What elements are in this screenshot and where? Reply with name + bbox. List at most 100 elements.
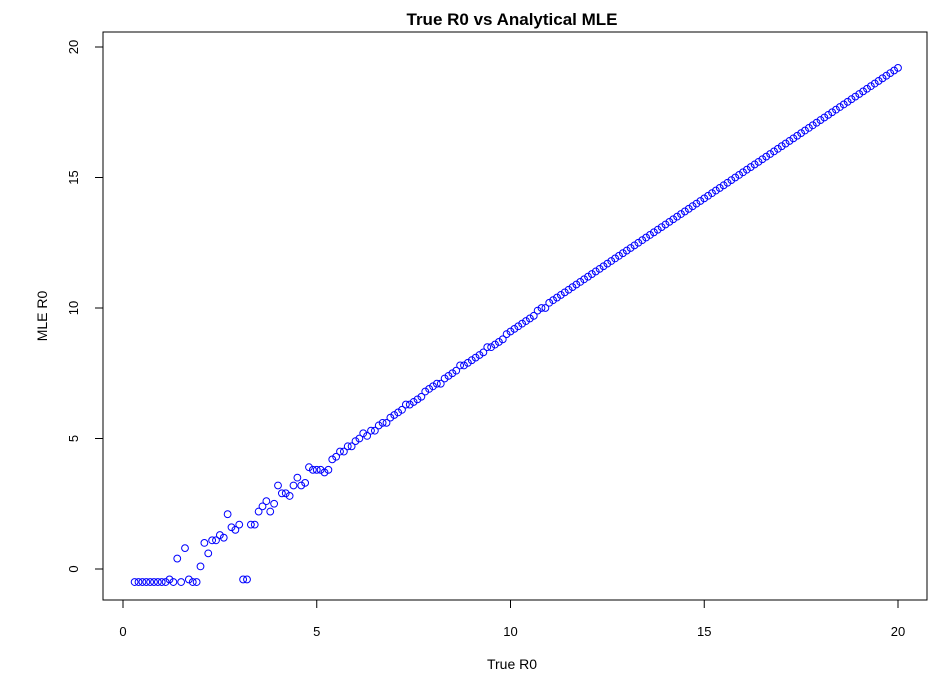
data-point — [615, 251, 623, 260]
data-point — [483, 343, 492, 352]
data-point — [471, 353, 480, 362]
data-point — [688, 202, 697, 211]
data-point — [479, 348, 488, 357]
data-point — [285, 492, 294, 500]
data-point — [456, 361, 465, 370]
data-point — [839, 100, 848, 109]
data-point — [235, 520, 244, 529]
data-point — [863, 84, 871, 93]
data-point — [646, 231, 654, 239]
data-point — [742, 165, 751, 174]
data-point — [165, 575, 174, 584]
data-point — [545, 298, 554, 307]
data-point — [374, 421, 383, 430]
data-point — [305, 463, 313, 472]
data-point — [134, 578, 143, 586]
data-point — [576, 278, 585, 286]
y-tick-label: 5 — [66, 435, 81, 442]
data-point — [239, 575, 248, 584]
data-point — [181, 544, 189, 553]
plot-frame — [102, 31, 928, 601]
data-point — [432, 379, 441, 388]
y-axis: 0 5 10 15 20 — [66, 40, 103, 573]
data-point — [494, 338, 503, 346]
data-point — [448, 369, 457, 378]
data-point — [212, 536, 220, 545]
data-point — [367, 426, 375, 435]
data-point — [572, 280, 581, 289]
data-point — [727, 176, 736, 185]
data-point — [622, 246, 631, 255]
data-point — [262, 497, 271, 506]
data-point — [653, 225, 662, 234]
data-point — [855, 90, 864, 98]
data-point — [386, 413, 395, 422]
data-point — [370, 426, 379, 435]
data-point — [533, 306, 542, 315]
data-point — [274, 481, 282, 490]
data-point — [502, 330, 511, 339]
data-point — [595, 264, 604, 273]
data-point — [215, 531, 224, 539]
data-points — [130, 63, 902, 586]
data-point — [460, 361, 468, 370]
data-point — [184, 575, 193, 584]
data-point — [223, 510, 232, 519]
data-point — [270, 499, 279, 508]
data-point — [773, 144, 782, 153]
y-tick-label: 0 — [66, 565, 81, 572]
chart-title: True R0 vs Analytical MLE — [407, 10, 618, 29]
data-point — [347, 442, 356, 451]
data-point — [801, 126, 809, 135]
data-point — [808, 121, 817, 130]
data-point — [611, 254, 620, 263]
data-point — [804, 124, 813, 132]
data-point — [758, 155, 767, 164]
data-point — [708, 189, 716, 198]
data-point — [208, 536, 217, 545]
data-point — [870, 79, 879, 88]
data-point — [281, 489, 290, 498]
data-point — [677, 210, 685, 218]
data-point — [723, 178, 732, 187]
data-point — [192, 578, 201, 586]
data-point — [797, 129, 806, 138]
data-point — [440, 374, 449, 383]
data-point — [324, 465, 333, 474]
data-point — [692, 199, 701, 208]
data-point — [409, 398, 418, 406]
data-point — [739, 168, 747, 177]
data-point — [766, 150, 775, 158]
data-point — [254, 507, 263, 516]
data-point — [684, 204, 693, 213]
data-point — [886, 69, 895, 77]
data-point — [522, 317, 530, 325]
data-point — [200, 539, 209, 547]
data-point — [754, 157, 763, 166]
data-point — [541, 304, 550, 312]
y-tick-label: 10 — [66, 301, 81, 315]
data-point — [657, 223, 666, 231]
data-point — [553, 293, 561, 302]
data-point — [568, 283, 577, 292]
x-tick-label: 5 — [313, 624, 320, 639]
data-point — [591, 267, 600, 276]
data-point — [196, 562, 205, 571]
data-point — [665, 217, 674, 226]
data-point — [243, 575, 251, 584]
data-point — [266, 507, 275, 516]
data-point — [866, 82, 875, 91]
data-point — [859, 87, 868, 96]
data-point — [157, 578, 166, 586]
data-point — [603, 259, 612, 268]
data-point — [153, 578, 162, 586]
data-point — [510, 324, 519, 333]
data-point — [363, 431, 372, 440]
data-point — [475, 351, 484, 359]
data-point — [227, 523, 236, 532]
data-point — [719, 181, 728, 190]
data-point — [638, 236, 647, 245]
data-point — [890, 66, 899, 75]
data-point — [308, 465, 317, 474]
data-point — [498, 335, 507, 344]
